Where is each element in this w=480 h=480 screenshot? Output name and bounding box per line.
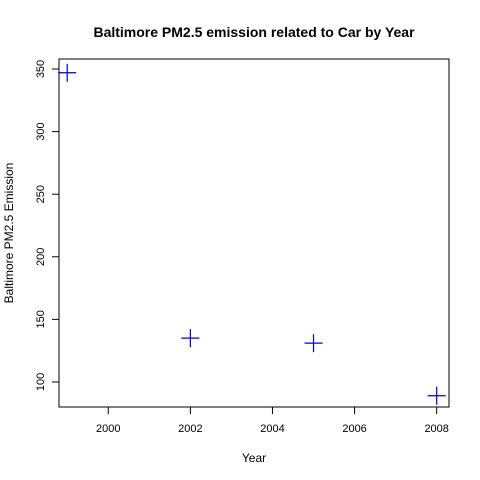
x-tick-label: 2006 bbox=[342, 423, 366, 435]
x-tick-label: 2000 bbox=[96, 423, 120, 435]
x-tick-label: 2008 bbox=[424, 423, 448, 435]
y-axis: 100 150 200 250 300 350 bbox=[35, 60, 60, 391]
y-tick-label: 300 bbox=[35, 122, 47, 140]
data-point bbox=[304, 334, 323, 353]
plot-area bbox=[58, 58, 450, 408]
data-point bbox=[58, 63, 77, 82]
x-tick-label: 2002 bbox=[178, 423, 202, 435]
y-axis-label: Baltimore PM2.5 Emission bbox=[2, 163, 16, 304]
x-tick-label: 2004 bbox=[260, 423, 284, 435]
x-axis: 2000 2002 2004 2006 2008 bbox=[96, 406, 449, 435]
y-tick-label: 100 bbox=[35, 373, 47, 391]
y-tick-label: 200 bbox=[35, 248, 47, 266]
y-tick-label: 250 bbox=[35, 185, 47, 203]
data-point bbox=[181, 329, 200, 348]
chart-title: Baltimore PM2.5 emission related to Car … bbox=[93, 24, 415, 40]
y-tick-label: 150 bbox=[35, 310, 47, 328]
data-points bbox=[58, 63, 446, 405]
data-point bbox=[427, 386, 446, 405]
x-axis-label: Year bbox=[242, 451, 266, 465]
y-tick-label: 350 bbox=[35, 60, 47, 78]
